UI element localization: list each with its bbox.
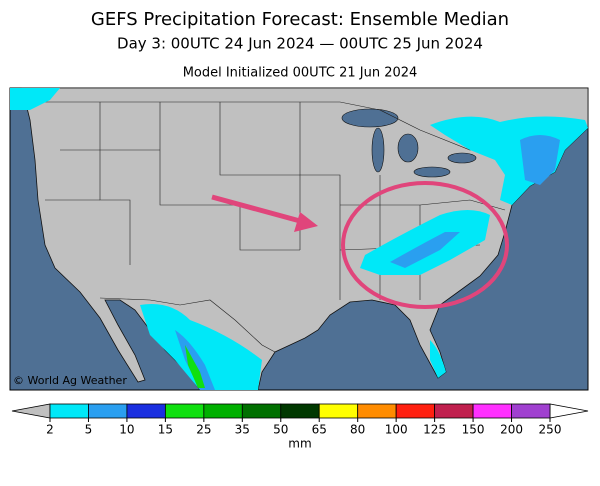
colorbar-label: 150: [462, 423, 485, 437]
lake-ontario: [447, 152, 477, 164]
colorbar-label: 125: [423, 423, 446, 437]
colorbar-label: 100: [385, 423, 408, 437]
highlight-circle: [341, 181, 509, 309]
colorbar-label: 2: [46, 423, 54, 437]
colorbar-segment: [434, 403, 474, 419]
colorbar-label: 65: [312, 423, 327, 437]
lake-michigan: [371, 127, 385, 173]
colorbar-segment: [357, 403, 397, 419]
colorbar-label: 80: [350, 423, 365, 437]
init-time: Model Initialized 00UTC 21 Jun 2024: [183, 66, 418, 81]
lake-superior: [341, 108, 399, 128]
colorbar-label: 35: [235, 423, 250, 437]
colorbar-segment: [472, 403, 512, 419]
colorbar-over: [549, 403, 589, 419]
colorbar-segment: [164, 403, 205, 419]
colorbar-segment: [49, 403, 89, 419]
colorbar-under: [11, 403, 51, 419]
title: GEFS Precipitation Forecast: Ensemble Me…: [91, 9, 509, 30]
colorbar-unit: mm: [288, 437, 311, 451]
colorbar-label: 5: [85, 423, 93, 437]
colorbar-segment: [511, 403, 551, 419]
colorbar-label: 10: [119, 423, 134, 437]
colorbar-segment: [88, 403, 128, 419]
precipitation: [10, 88, 588, 390]
subtitle: Day 3: 00UTC 24 Jun 2024 — 00UTC 25 Jun …: [117, 35, 483, 53]
arrow-shaft: [211, 194, 301, 224]
colorbar-segment: [241, 403, 282, 419]
colorbar-segment: [318, 403, 359, 419]
colorbar-label: 15: [158, 423, 173, 437]
colorbar-segment: [126, 403, 166, 419]
map: © World Ag Weather: [9, 87, 589, 391]
colorbar-label: 200: [500, 423, 523, 437]
colorbar-label: 50: [273, 423, 288, 437]
colorbar-segment: [395, 403, 436, 419]
colorbar-label: 25: [196, 423, 211, 437]
colorbar-label: 250: [539, 423, 562, 437]
credit: © World Ag Weather: [13, 374, 127, 387]
colorbar-segment: [280, 403, 320, 419]
lake-huron: [397, 133, 419, 163]
colorbar-segment: [203, 403, 243, 419]
lake-erie: [413, 166, 451, 178]
arrow-head: [294, 212, 318, 232]
